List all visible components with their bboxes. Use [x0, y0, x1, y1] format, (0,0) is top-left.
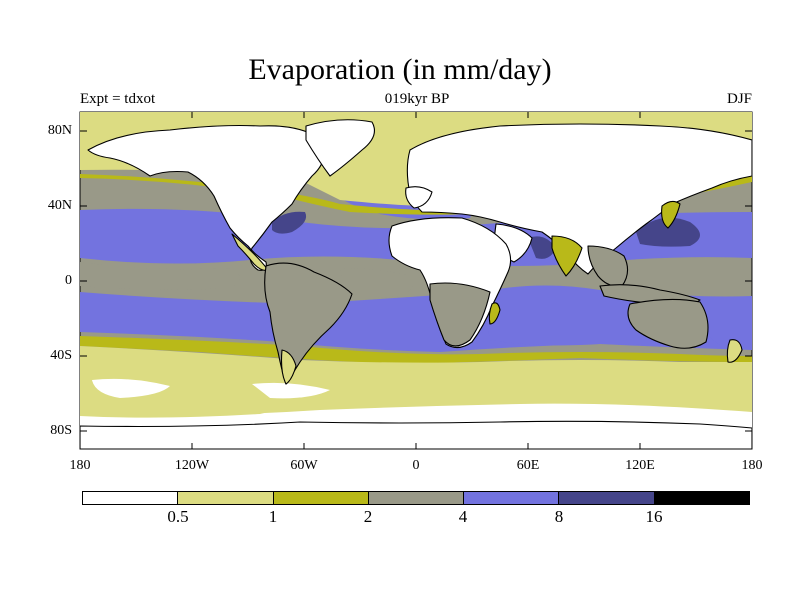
- band-0.5-1-antarctic-rim: [80, 396, 752, 416]
- hotspot-8-16-kuroshio: [636, 217, 700, 247]
- colorbar: [82, 491, 750, 505]
- japan: [661, 200, 681, 229]
- colorbar-label: 8: [554, 507, 564, 526]
- iberia: [405, 186, 433, 209]
- figure-title: Evaporation (in mm/day): [248, 53, 552, 86]
- season-label: DJF: [726, 91, 752, 107]
- eurasia: [406, 123, 752, 275]
- y-tick-label: 40S: [50, 348, 72, 363]
- north-america: [87, 124, 325, 271]
- colorbar-label: 2: [363, 507, 373, 526]
- colorbar-segment: [273, 492, 369, 504]
- colorbar-label: 16: [645, 507, 663, 526]
- madagascar: [488, 302, 501, 325]
- antarctica: [80, 420, 752, 449]
- colorbar-label: 1: [268, 507, 278, 526]
- colorbar-segment: [83, 492, 179, 504]
- colorbar-segment: [368, 492, 465, 504]
- new-zealand: [726, 339, 743, 363]
- patch-lt-0.5-south-ocean-2: [252, 382, 330, 399]
- x-tick-label: 180: [741, 458, 763, 473]
- y-tick-label: 80N: [47, 123, 72, 138]
- x-tick-label: 0: [412, 458, 420, 473]
- colorbar-segment: [464, 492, 560, 504]
- y-tick-label: 0: [65, 273, 72, 288]
- axis-ticks: [80, 112, 752, 449]
- india: [551, 235, 583, 277]
- x-tick-label: 120W: [174, 458, 210, 473]
- hotspot-8-16-arabian: [528, 236, 556, 259]
- x-tick-label: 180: [69, 458, 91, 473]
- greenland: [305, 119, 375, 177]
- band-1-2-south: [80, 336, 752, 364]
- patch-lt-0.5-south-ocean: [92, 378, 170, 398]
- pocket-2-4-atlantic: [340, 268, 414, 298]
- x-tick-label: 60W: [290, 458, 318, 473]
- y-tick-label: 40N: [47, 198, 72, 213]
- africa-south: [429, 282, 491, 347]
- colorbar-label: 0.5: [167, 507, 189, 526]
- y-tick-label: 80S: [50, 423, 72, 438]
- time-label: 019kyr BP: [384, 91, 450, 107]
- experiment-label: Expt = tdxot: [80, 91, 156, 107]
- colorbar-segment: [654, 492, 749, 504]
- x-tick-label: 120E: [625, 458, 655, 473]
- land-masses: [80, 119, 752, 449]
- x-tick-label: 60E: [516, 458, 540, 473]
- australia: [627, 298, 709, 349]
- hotspot-8-16-gulfstream: [272, 211, 307, 234]
- evaporation-fields: [80, 112, 752, 449]
- colorbar-segment: [178, 492, 274, 504]
- south-america-tip: [280, 349, 297, 385]
- pocket-2-4-pacific: [80, 262, 240, 290]
- colorbar-segment: [559, 492, 655, 504]
- colorbar-label: 4: [458, 507, 468, 526]
